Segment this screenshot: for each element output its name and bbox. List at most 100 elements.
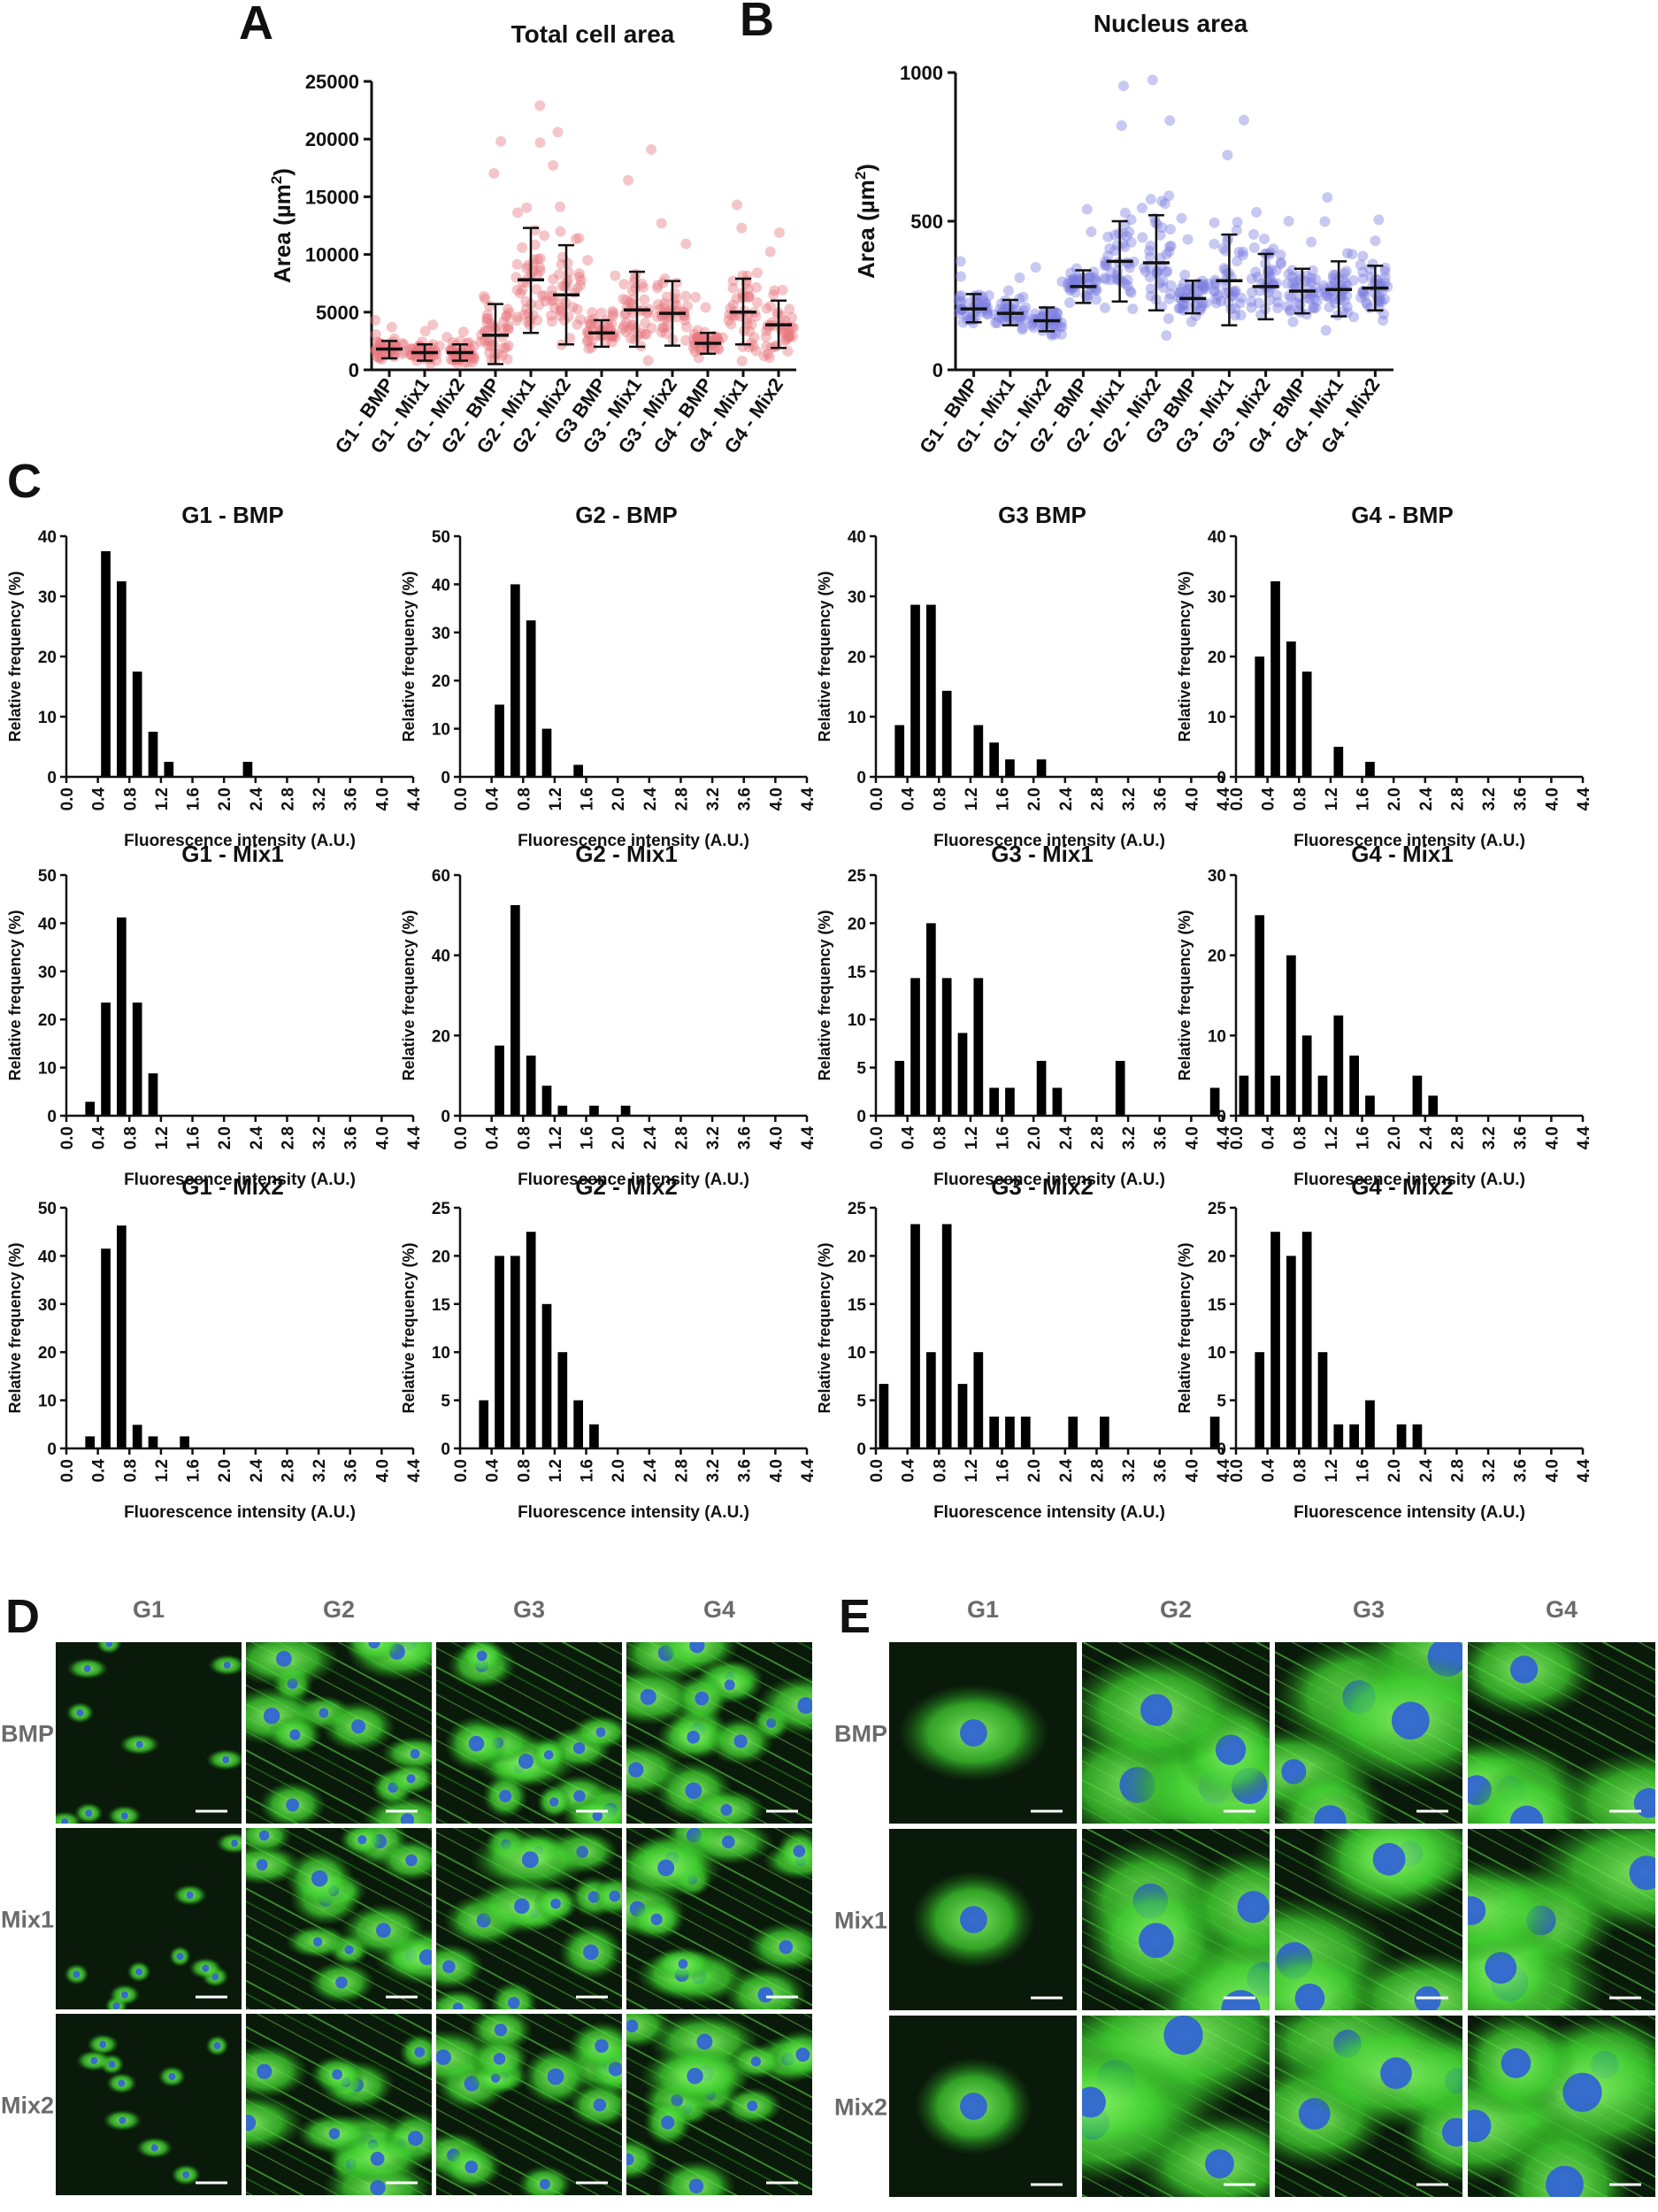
data-point [1216, 296, 1227, 307]
histogram-x-tick-label: 2.8 [672, 787, 691, 810]
data-point [1124, 262, 1135, 273]
data-point [1264, 271, 1276, 282]
histogram-y-tick-label: 20 [38, 1344, 57, 1363]
data-point [1030, 262, 1041, 273]
data-point [688, 328, 700, 340]
data-point [623, 174, 634, 186]
data-point [1355, 259, 1366, 271]
data-point [1068, 273, 1079, 285]
nucleus [76, 1709, 84, 1717]
data-point [462, 337, 473, 349]
histogram-x-tick-label: 3.2 [1480, 1126, 1499, 1149]
data-point [1358, 287, 1370, 298]
histogram-bar [973, 1352, 984, 1448]
histogram-x-tick-label: 4.4 [1215, 1459, 1233, 1483]
data-point [1069, 274, 1080, 286]
nucleus [678, 1959, 688, 1969]
data-point [1157, 276, 1169, 288]
data-point [1117, 81, 1129, 92]
histogram-bar [1365, 762, 1375, 777]
data-point [625, 296, 636, 308]
histogram-x-tick-label: 2.0 [610, 1459, 628, 1482]
data-point [727, 282, 739, 294]
data-point [1219, 288, 1231, 299]
histogram-y-tick-label: 0 [1217, 1108, 1226, 1126]
data-point [1014, 314, 1025, 326]
histogram-x-tick-label: 1.2 [547, 1459, 565, 1482]
data-point [584, 319, 595, 330]
data-point [1287, 278, 1299, 289]
chart-title: Nucleus area [1094, 10, 1248, 37]
nucleus [83, 1664, 91, 1672]
histogram-x-tick-label: 3.6 [736, 787, 755, 810]
nucleus [182, 2170, 190, 2178]
chart-title: Total cell area [511, 20, 675, 48]
histogram-y-label: Relative frequency (%) [6, 571, 24, 741]
histogram-x-tick-label: 1.6 [185, 787, 203, 810]
cell-body [489, 1981, 538, 2009]
histogram-y-tick-label: 25 [432, 1200, 451, 1218]
histogram-x-label: Fluorescence intensity (A.U.) [1293, 1171, 1525, 1189]
nucleus [733, 1734, 748, 1748]
data-point [712, 332, 724, 343]
data-point [641, 328, 652, 340]
data-point [467, 352, 479, 364]
data-point [1306, 277, 1317, 288]
histogram-bar [1068, 1417, 1078, 1448]
histogram-y-tick-label: 10 [1208, 1027, 1226, 1046]
cell-body [216, 1832, 242, 1855]
micrograph-tile [626, 2014, 812, 2195]
histogram-bar [589, 1424, 599, 1448]
histogram-bar [117, 581, 127, 777]
data-point [1165, 280, 1177, 291]
data-point [557, 280, 568, 292]
data-point [503, 323, 514, 334]
histogram-bar [1301, 1035, 1312, 1116]
data-point [1014, 293, 1025, 304]
data-point [1210, 297, 1222, 309]
histogram-bar [910, 1224, 920, 1448]
data-point [671, 299, 682, 311]
data-point [1268, 243, 1279, 255]
panel-letter-d: D [5, 1590, 40, 1643]
histogram-c11: G3 - Mix2 Relative frequency (%) Fluoresce… [816, 1173, 1233, 1522]
data-point [1252, 272, 1263, 283]
nucleus [757, 1986, 774, 2003]
data-point [587, 313, 599, 325]
data-point [717, 332, 728, 343]
histogram-x-tick-label: 0.8 [121, 787, 140, 810]
histogram-x-tick-label: 0.0 [452, 787, 471, 810]
histogram-y-tick-label: 30 [432, 625, 450, 643]
nucleus [650, 1913, 663, 1925]
histogram-x-label: Fluorescence intensity (A.U.) [124, 832, 356, 850]
data-point [1055, 328, 1067, 340]
data-point [956, 296, 967, 308]
nucleus [452, 2002, 464, 2009]
data-point [411, 355, 422, 366]
y-axis-label-close: ) [853, 164, 879, 172]
data-point [710, 332, 722, 343]
histogram-x-tick-label: 0.0 [58, 1459, 77, 1482]
panel-letter-a: A [239, 0, 273, 50]
histogram-bar [1333, 1015, 1344, 1116]
data-point [1262, 275, 1273, 287]
nucleus [1501, 2047, 1531, 2078]
data-point [512, 207, 524, 219]
data-point [546, 310, 557, 321]
data-point [1339, 268, 1350, 280]
nucleus [442, 1960, 456, 1974]
data-point [978, 295, 989, 306]
category-points [1136, 74, 1177, 342]
data-point [1145, 290, 1156, 302]
data-point [1225, 303, 1237, 315]
data-point [1111, 240, 1123, 251]
data-point [1291, 296, 1302, 308]
data-point [552, 127, 564, 138]
micrograph-tile [56, 1642, 242, 1824]
data-point [534, 262, 546, 273]
histogram-x-tick-label: 1.6 [994, 1459, 1013, 1482]
nucleus [695, 1691, 710, 1706]
data-point [480, 293, 491, 304]
nucleus [257, 2063, 272, 2079]
data-point [1121, 231, 1132, 242]
